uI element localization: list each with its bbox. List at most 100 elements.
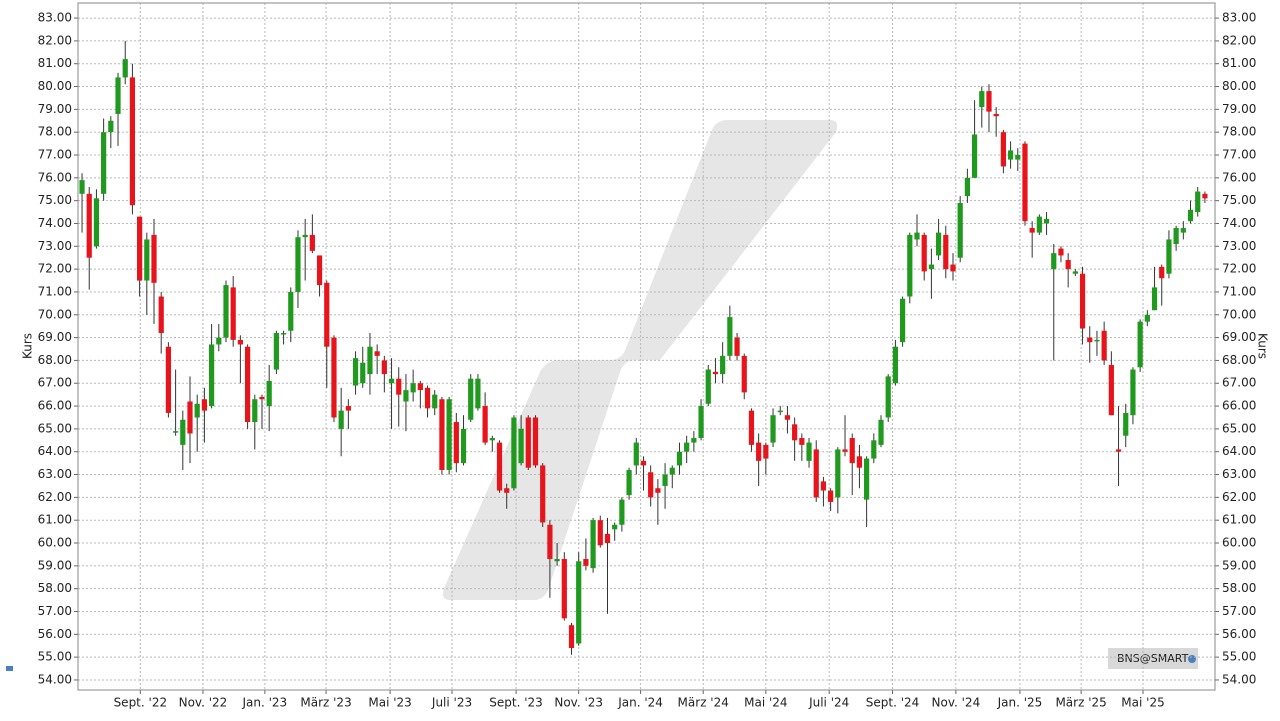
candle-body	[194, 403, 200, 418]
x-tick-label: Mai '25	[1121, 696, 1164, 710]
candle-body	[1007, 150, 1014, 160]
candle-body	[1151, 287, 1158, 311]
candle-body	[396, 378, 402, 395]
candle-body	[151, 234, 157, 283]
candle-body	[446, 399, 452, 470]
y2-tick-label: 58.00	[1222, 581, 1256, 595]
candle-body	[410, 383, 416, 393]
y-tick-label: 61.00	[38, 513, 72, 527]
candle-body	[777, 410, 783, 413]
y-tick-label: 55.00	[38, 650, 72, 664]
candle-body	[885, 376, 891, 418]
candle-body	[1195, 191, 1201, 213]
candle-body	[813, 449, 819, 498]
candle-body	[993, 113, 999, 117]
candle-body	[518, 428, 524, 464]
candle-body	[1108, 364, 1114, 416]
candle-body	[964, 177, 970, 197]
y-tick-label: 83.00	[38, 11, 72, 25]
candle-body	[1123, 412, 1129, 436]
candle-body	[453, 422, 459, 464]
candle-body	[1166, 239, 1172, 274]
candle-body	[187, 401, 193, 434]
candle-body	[914, 232, 920, 240]
candle-body	[108, 120, 114, 133]
candle-body	[1022, 143, 1028, 222]
y2-tick-label: 55.00	[1222, 650, 1256, 664]
candle-body	[266, 380, 272, 407]
y2-tick-label: 65.00	[1222, 421, 1256, 435]
y-tick-label: 67.00	[38, 376, 72, 390]
candle-body	[784, 415, 791, 420]
y2-tick-label: 81.00	[1222, 56, 1256, 70]
x-tick-label: Sept. '24	[866, 696, 920, 710]
candle-body	[223, 285, 229, 338]
candle-body	[208, 344, 215, 407]
candle-body	[590, 520, 596, 569]
candle-body	[698, 406, 704, 439]
y2-tick-label: 77.00	[1222, 148, 1256, 162]
y2-tick-label: 69.00	[1222, 330, 1256, 344]
source-badge	[1108, 648, 1198, 669]
plot: 54.00 54.00 55.00 55.00 56.00 56.00 57.00 57.00…	[38, 2, 1256, 710]
candle-body	[432, 394, 438, 409]
x-tick-label: Juli '23	[431, 696, 472, 710]
candle-body	[1130, 369, 1136, 416]
candle-body	[626, 469, 632, 496]
candle-body	[374, 351, 380, 356]
candle-body	[129, 77, 136, 206]
candle-body	[165, 346, 172, 413]
candle-body	[604, 533, 611, 544]
candle-body	[288, 291, 294, 331]
candle-body	[655, 488, 661, 493]
x-tick-label: Nov. '24	[932, 696, 981, 710]
x-tick-label: März '25	[1055, 696, 1106, 710]
candle-body	[144, 239, 150, 281]
candle-body	[1137, 321, 1143, 368]
candle-body	[424, 387, 431, 409]
candle-body	[1094, 339, 1100, 342]
candle-body	[475, 378, 481, 409]
candle-body	[900, 298, 906, 343]
x-tick-label: Sept. '23	[489, 696, 543, 710]
candle-body	[345, 406, 351, 411]
candle-body	[741, 355, 747, 393]
candle-body	[158, 296, 164, 334]
candle-body	[352, 358, 359, 386]
y-tick-label: 77.00	[38, 148, 72, 162]
candle-body	[525, 417, 531, 468]
y2-tick-label: 68.00	[1222, 353, 1256, 367]
y-tick-label: 70.00	[38, 307, 72, 321]
candle-body	[367, 346, 373, 375]
y-tick-label: 66.00	[38, 399, 72, 413]
candle-body	[691, 438, 697, 443]
candle-body	[511, 417, 517, 489]
x-tick-label: Sept. '22	[114, 696, 168, 710]
candle-body	[986, 91, 992, 112]
candle-body	[576, 561, 582, 644]
y-tick-label: 60.00	[38, 536, 72, 550]
candle-body	[79, 180, 85, 194]
candle-body	[1159, 266, 1165, 279]
y2-tick-label: 62.00	[1222, 490, 1256, 504]
badge-icon	[1188, 655, 1196, 663]
candle-body	[835, 449, 841, 498]
y-tick-label: 59.00	[38, 558, 72, 572]
candle-body	[770, 415, 776, 443]
y-tick-label: 62.00	[38, 490, 72, 504]
candle-body	[1115, 449, 1122, 452]
y2-tick-label: 70.00	[1222, 307, 1256, 321]
candle-body	[1173, 228, 1179, 245]
candle-body	[828, 490, 834, 502]
y-tick-label: 69.00	[38, 330, 72, 344]
candle-body	[1187, 209, 1194, 222]
candle-body	[1000, 132, 1006, 167]
candle-body	[1015, 155, 1021, 160]
candle-body	[180, 419, 186, 445]
candle-body	[705, 369, 711, 404]
candle-body	[1101, 330, 1107, 361]
candle-body	[799, 438, 805, 445]
candle-body	[892, 346, 899, 384]
y-tick-label: 73.00	[38, 239, 72, 253]
